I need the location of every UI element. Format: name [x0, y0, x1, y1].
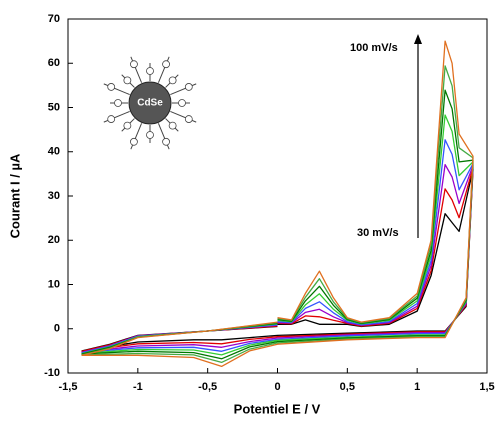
x-tick-label: -1,5 — [59, 381, 78, 393]
ligand-ring — [130, 137, 138, 146]
y-tick-label: 50 — [48, 101, 60, 113]
ligand-ring — [178, 99, 186, 107]
ligand-ring — [107, 83, 116, 91]
y-axis-label: Courant I / µA — [7, 153, 22, 238]
x-tick-label: 0 — [274, 381, 280, 393]
x-tick-label: -1 — [133, 381, 143, 393]
inset: CdSe — [103, 56, 197, 150]
nanoparticle — [128, 81, 172, 125]
y-tick-label: -10 — [44, 367, 60, 379]
ligand-ring — [162, 137, 170, 146]
annotation: 30 mV/s — [357, 227, 399, 239]
ligand-ring — [123, 121, 132, 130]
inset-label: CdSe — [137, 98, 163, 109]
x-tick-label: -0,5 — [198, 381, 217, 393]
ligand-ring — [168, 76, 177, 85]
ligand-ring — [162, 60, 170, 69]
y-tick-label: 60 — [48, 57, 60, 69]
ligand-ring — [168, 121, 177, 130]
ligand-ring — [184, 115, 193, 123]
ligand-ring — [123, 76, 132, 85]
ligand-ring — [114, 99, 122, 107]
y-tick-label: 20 — [48, 234, 60, 246]
arrow-head — [414, 34, 422, 44]
y-tick-label: 30 — [48, 190, 60, 202]
x-tick-label: 1,5 — [479, 381, 494, 393]
ligand-ring — [130, 60, 138, 69]
x-tick-label: 0,5 — [340, 381, 355, 393]
x-tick-label: 1 — [414, 381, 420, 393]
series-line — [81, 89, 474, 360]
ligand-ring — [146, 131, 154, 139]
y-tick-label: 70 — [48, 13, 60, 25]
x-axis-label: Potentiel E / V — [234, 401, 321, 416]
ligand-ring — [146, 67, 154, 75]
y-tick-label: 0 — [54, 323, 60, 335]
ligand-ring — [107, 115, 116, 123]
y-tick-label: 10 — [48, 278, 60, 290]
y-tick-label: 40 — [48, 146, 60, 158]
series-line — [81, 40, 474, 368]
ligand-ring — [184, 83, 193, 91]
annotation: 100 mV/s — [350, 42, 398, 54]
